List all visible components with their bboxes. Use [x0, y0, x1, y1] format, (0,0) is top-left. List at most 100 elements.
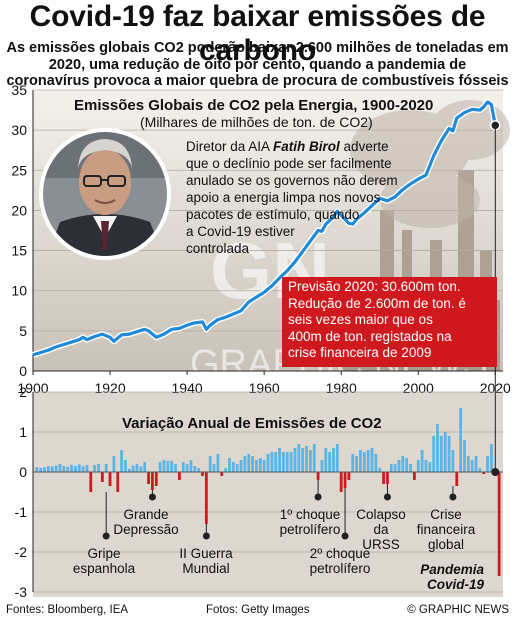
annotation-label: Gripe espanhola — [73, 546, 136, 576]
deck: As emissões globais CO2 poderão baixar 2… — [6, 40, 509, 89]
bar — [162, 460, 166, 472]
bar — [135, 464, 139, 472]
bar — [93, 465, 97, 472]
quote-text: Diretor da AIA Fatih Birol adverte que o… — [186, 139, 401, 256]
y-tick-label: 25 — [11, 162, 27, 178]
x-tick-label: 1940 — [172, 380, 203, 396]
bar — [308, 450, 312, 472]
bar — [151, 472, 154, 490]
bar — [70, 464, 73, 472]
bar — [201, 472, 204, 476]
bar — [66, 466, 70, 472]
bar — [239, 460, 243, 472]
copyright: © GRAPHIC NEWS — [407, 604, 509, 616]
annotation-dot — [314, 493, 322, 501]
bar — [116, 472, 120, 492]
bar — [262, 460, 266, 472]
bar — [112, 456, 116, 472]
annotation-dot — [449, 493, 457, 501]
series-line-emissions — [32, 100, 497, 357]
headline: Covid-19 faz baixar emissões de carbono — [29, 0, 486, 67]
bar — [58, 464, 62, 472]
bar — [247, 454, 251, 472]
bar — [359, 450, 362, 472]
annotation-label: 1º choque petrolífero — [280, 507, 341, 537]
bar — [147, 472, 150, 484]
bar — [420, 450, 424, 472]
bar — [154, 472, 158, 486]
bar — [335, 444, 339, 472]
bar — [451, 450, 455, 472]
forecast-line: seis vezes maior que os — [288, 312, 433, 327]
bar — [62, 466, 66, 472]
bar — [401, 456, 405, 472]
bar — [428, 462, 432, 472]
bar — [409, 464, 412, 472]
bar — [73, 466, 77, 472]
bar — [189, 460, 193, 472]
annotation-label: II Guerra Mundial — [179, 546, 233, 576]
bar — [339, 472, 343, 492]
bar — [382, 472, 385, 484]
bar — [347, 472, 351, 480]
annotation-dot — [341, 532, 349, 540]
bar — [50, 466, 54, 472]
bar — [89, 472, 93, 492]
bar — [432, 436, 436, 472]
y-tick-label: -1 — [15, 504, 28, 520]
bar — [413, 472, 416, 480]
bar — [39, 468, 43, 472]
bar — [228, 458, 231, 472]
bar — [289, 452, 293, 472]
bar — [312, 444, 316, 472]
bar — [320, 460, 324, 472]
bar — [212, 464, 216, 472]
y-tick-label: 2 — [19, 384, 27, 400]
bar — [178, 472, 181, 480]
bar — [486, 456, 489, 472]
bar — [185, 464, 189, 472]
bar — [43, 467, 46, 472]
x-tick-label: 1980 — [326, 380, 357, 396]
bar — [208, 456, 212, 472]
forecast-line: Previsão 2020: 30.600m ton. — [288, 279, 461, 294]
bar — [470, 460, 474, 472]
bar — [220, 472, 224, 476]
bar — [490, 444, 493, 472]
line-chart-subtitle: (Milhares de milhões de ton. de CO2) — [140, 114, 373, 130]
bar — [274, 452, 278, 472]
bar — [181, 462, 185, 472]
annotation-label: 2º choque petrolífero — [310, 546, 371, 576]
bar — [158, 462, 162, 472]
y-tick-label: 15 — [11, 243, 27, 259]
bar — [85, 465, 89, 472]
sources-credit: Fontes: Bloomberg, IEA — [6, 604, 129, 616]
bar — [397, 460, 401, 472]
bar — [443, 432, 447, 472]
bar — [47, 466, 50, 472]
y-tick-label: -3 — [15, 584, 28, 600]
bar — [243, 456, 247, 472]
bar — [374, 454, 378, 472]
annotation-dot — [148, 493, 156, 501]
bottom-panel-background — [33, 392, 503, 597]
bar — [424, 460, 428, 472]
bar — [328, 452, 332, 472]
annotation-dot — [202, 532, 210, 540]
x-tick-label: 2000 — [403, 380, 434, 396]
bar — [416, 460, 420, 472]
bar — [193, 466, 197, 472]
footer: Fontes: Bloomberg, IEA Fotos: Getty Imag… — [6, 604, 509, 616]
bar — [332, 448, 335, 472]
bar — [463, 440, 466, 472]
bar — [370, 448, 374, 472]
y-tick-label: -2 — [15, 544, 28, 560]
y-tick-label: 20 — [11, 202, 27, 218]
bar — [324, 448, 328, 472]
bar — [197, 468, 201, 472]
bar — [100, 472, 104, 482]
y-tick-label: 0 — [19, 464, 27, 480]
bar — [204, 472, 208, 524]
bar — [81, 466, 85, 472]
